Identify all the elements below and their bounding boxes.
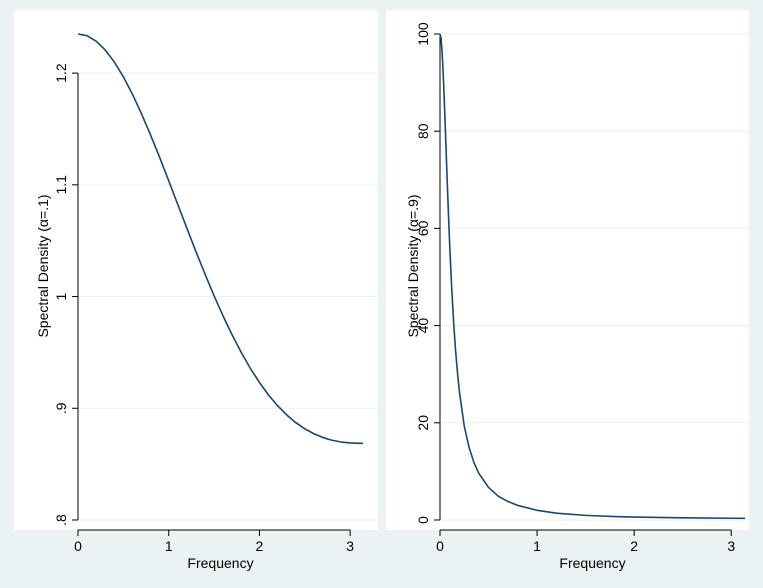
y-tick-label: .8 (53, 514, 69, 526)
plot-area (386, 10, 749, 530)
left-chart-panel: .8 .9 1 1.1 1.2 0 1 2 3 Frequency Spectral Density… (14, 10, 378, 571)
y-tick-label: .9 (53, 402, 69, 414)
x-axis-title: Frequency (187, 555, 253, 571)
x-tick-label: 0 (74, 538, 82, 554)
y-tick-label: 40 (415, 318, 431, 334)
y-tick-label: 1.1 (53, 175, 69, 195)
x-tick-label: 2 (630, 538, 638, 554)
y-tick-label: 80 (415, 123, 431, 139)
y-axis-title: Spectral Density (α=.1) (35, 194, 51, 337)
y-tick-label: 20 (415, 415, 431, 431)
data-line (439, 33, 746, 520)
x-tick-label: 3 (346, 538, 354, 554)
x-tick-label: 0 (436, 538, 444, 554)
x-tick-label: 1 (165, 538, 173, 554)
y-tick-label: 60 (415, 220, 431, 236)
y-axis-title: Spectral Density (α=.9) (405, 194, 421, 337)
x-axis-title: Frequency (559, 555, 625, 571)
x-tick-label: 3 (727, 538, 735, 554)
y-tick-label: 0 (415, 516, 431, 524)
data-line (77, 33, 363, 445)
y-tick-label: 1 (53, 292, 69, 300)
x-tick-label: 2 (256, 538, 264, 554)
plot-area (14, 10, 378, 530)
right-chart-panel: 0 20 40 60 80 100 0 1 2 3 Frequency Spectral Densit… (386, 10, 749, 571)
y-tick-label: 1.2 (53, 63, 69, 83)
x-tick-label: 1 (533, 538, 541, 554)
y-tick-label: 100 (415, 22, 431, 46)
